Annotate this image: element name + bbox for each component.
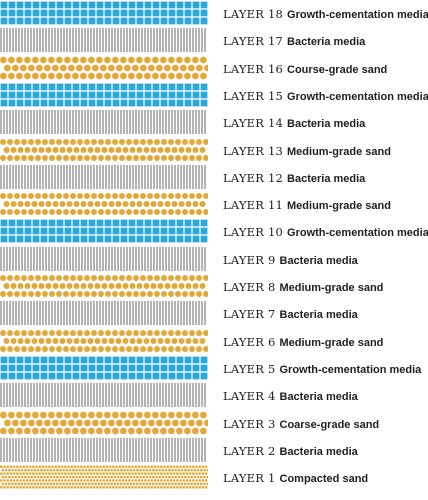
bacteria-lines-icon bbox=[0, 110, 208, 135]
layer-number: LAYER 15 bbox=[223, 88, 284, 103]
layer-number: LAYER 3 bbox=[223, 416, 276, 431]
layer-number: LAYER 4 bbox=[223, 389, 276, 404]
medium-sand-dots-icon bbox=[0, 137, 208, 162]
layer-media: Bacteria media bbox=[279, 254, 358, 267]
layer-label: LAYER 13 Medium-grade sand bbox=[223, 138, 391, 162]
layer-number: LAYER 7 bbox=[223, 307, 276, 322]
layer-number: LAYER 8 bbox=[223, 280, 276, 294]
layer-row: LAYER 4 Bacteria media bbox=[0, 383, 428, 408]
layer-row: LAYER 9 Bacteria media bbox=[0, 246, 428, 271]
layer-media: Medium-grade sand bbox=[279, 282, 384, 294]
layer-row: LAYER 17 Bacteria media bbox=[0, 28, 428, 53]
growth-grid-icon bbox=[0, 1, 208, 25]
layer-label: LAYER 11 Medium-grade sand bbox=[223, 192, 391, 216]
layer-number: LAYER 5 bbox=[223, 361, 276, 376]
layer-number: LAYER 16 bbox=[223, 61, 284, 76]
layer-row: LAYER 6 Medium-grade sand bbox=[0, 328, 428, 353]
layer-label: LAYER 2 Bacteria media bbox=[223, 438, 358, 462]
layer-media: Compacted sand bbox=[279, 473, 369, 486]
layer-row: LAYER 16 Course-grade sand bbox=[0, 55, 428, 80]
growth-grid-icon bbox=[0, 355, 208, 380]
layer-media: Growth-cementation media bbox=[287, 90, 428, 103]
layer-row: LAYER 5 Growth-cementation media bbox=[0, 355, 428, 380]
layer-number: LAYER 13 bbox=[223, 143, 284, 158]
layer-row: LAYER 13 Medium-grade sand bbox=[0, 137, 428, 162]
layer-label: LAYER 17 Bacteria media bbox=[223, 28, 365, 52]
bacteria-lines-icon bbox=[0, 28, 208, 53]
layer-row: LAYER 3 Coarse-grade sand bbox=[0, 410, 428, 435]
medium-sand-dots-icon bbox=[0, 274, 208, 298]
layer-media: Medium-grade sand bbox=[279, 336, 384, 349]
layer-label: LAYER 12 Bacteria media bbox=[223, 165, 365, 189]
layer-media: Bacteria media bbox=[279, 391, 358, 404]
bacteria-lines-icon bbox=[0, 164, 208, 189]
bacteria-lines-icon bbox=[0, 437, 208, 462]
layer-label: LAYER 10 Growth-cementation media bbox=[223, 219, 428, 243]
layer-label: LAYER 18 Growth-cementation media bbox=[223, 1, 428, 25]
growth-grid-icon bbox=[0, 219, 208, 244]
layer-number: LAYER 18 bbox=[223, 7, 284, 21]
layer-number: LAYER 2 bbox=[223, 443, 276, 458]
layer-label: LAYER 1 Compacted sand bbox=[223, 465, 368, 489]
layer-number: LAYER 12 bbox=[223, 170, 284, 185]
layer-media: Bacteria media bbox=[287, 118, 366, 131]
bacteria-lines-icon bbox=[0, 301, 208, 326]
layer-media: Growth-cementation media bbox=[287, 227, 428, 240]
layer-media: Bacteria media bbox=[287, 172, 366, 185]
layer-row: LAYER 2 Bacteria media bbox=[0, 437, 428, 462]
layer-row: LAYER 14 Bacteria media bbox=[0, 110, 428, 135]
layer-row: LAYER 18 Growth-cementation media bbox=[0, 1, 428, 25]
growth-grid-icon bbox=[0, 82, 208, 107]
bacteria-lines-icon bbox=[0, 383, 208, 408]
layer-label: LAYER 3 Coarse-grade sand bbox=[223, 411, 379, 435]
layer-label: LAYER 15 Growth-cementation media bbox=[223, 83, 428, 107]
layer-media: Bacteria media bbox=[279, 309, 358, 322]
layer-row: LAYER 12 Bacteria media bbox=[0, 164, 428, 189]
layer-media: Coarse-grade sand bbox=[279, 418, 380, 431]
layer-number: LAYER 6 bbox=[223, 334, 276, 349]
layer-label: LAYER 4 Bacteria media bbox=[223, 383, 358, 407]
layer-media: Growth-cementation media bbox=[279, 363, 422, 376]
layer-number: LAYER 10 bbox=[223, 225, 284, 240]
layer-row: LAYER 11 Medium-grade sand bbox=[0, 192, 428, 217]
layer-row: LAYER 10 Growth-cementation media bbox=[0, 219, 428, 244]
layer-label: LAYER 8 Medium-grade sand bbox=[223, 274, 383, 298]
coarse-sand-dots-icon bbox=[0, 410, 208, 435]
layer-media: Bacteria media bbox=[287, 36, 366, 49]
layer-label: LAYER 16 Course-grade sand bbox=[223, 56, 387, 80]
bacteria-lines-icon bbox=[0, 246, 208, 271]
layer-media: Course-grade sand bbox=[287, 63, 388, 76]
layer-number: LAYER 14 bbox=[223, 116, 284, 131]
layer-row: LAYER 8 Medium-grade sand bbox=[0, 274, 428, 298]
compacted-sand-dots-icon bbox=[0, 465, 208, 490]
coarse-sand-dots-icon bbox=[0, 55, 208, 80]
layer-media: Bacteria media bbox=[279, 445, 358, 458]
layer-number: LAYER 9 bbox=[223, 252, 276, 267]
layer-row: LAYER 15 Growth-cementation media bbox=[0, 82, 428, 107]
layer-label: LAYER 14 Bacteria media bbox=[223, 110, 365, 134]
layer-label: LAYER 9 Bacteria media bbox=[223, 247, 358, 271]
layer-media: Growth-cementation media bbox=[287, 9, 428, 21]
layer-media: Medium-grade sand bbox=[287, 145, 391, 158]
layer-row: LAYER 7 Bacteria media bbox=[0, 301, 428, 326]
layer-number: LAYER 1 bbox=[223, 471, 276, 486]
layer-number: LAYER 11 bbox=[223, 198, 284, 213]
medium-sand-dots-icon bbox=[0, 192, 208, 217]
medium-sand-dots-icon bbox=[0, 328, 208, 353]
layer-label: LAYER 6 Medium-grade sand bbox=[223, 329, 383, 353]
layer-media: Medium-grade sand bbox=[287, 200, 391, 213]
layer-label: LAYER 5 Growth-cementation media bbox=[223, 356, 421, 380]
layer-row: LAYER 1 Compacted sand bbox=[0, 465, 428, 490]
layer-number: LAYER 17 bbox=[223, 34, 284, 49]
layer-label: LAYER 7 Bacteria media bbox=[223, 301, 358, 325]
